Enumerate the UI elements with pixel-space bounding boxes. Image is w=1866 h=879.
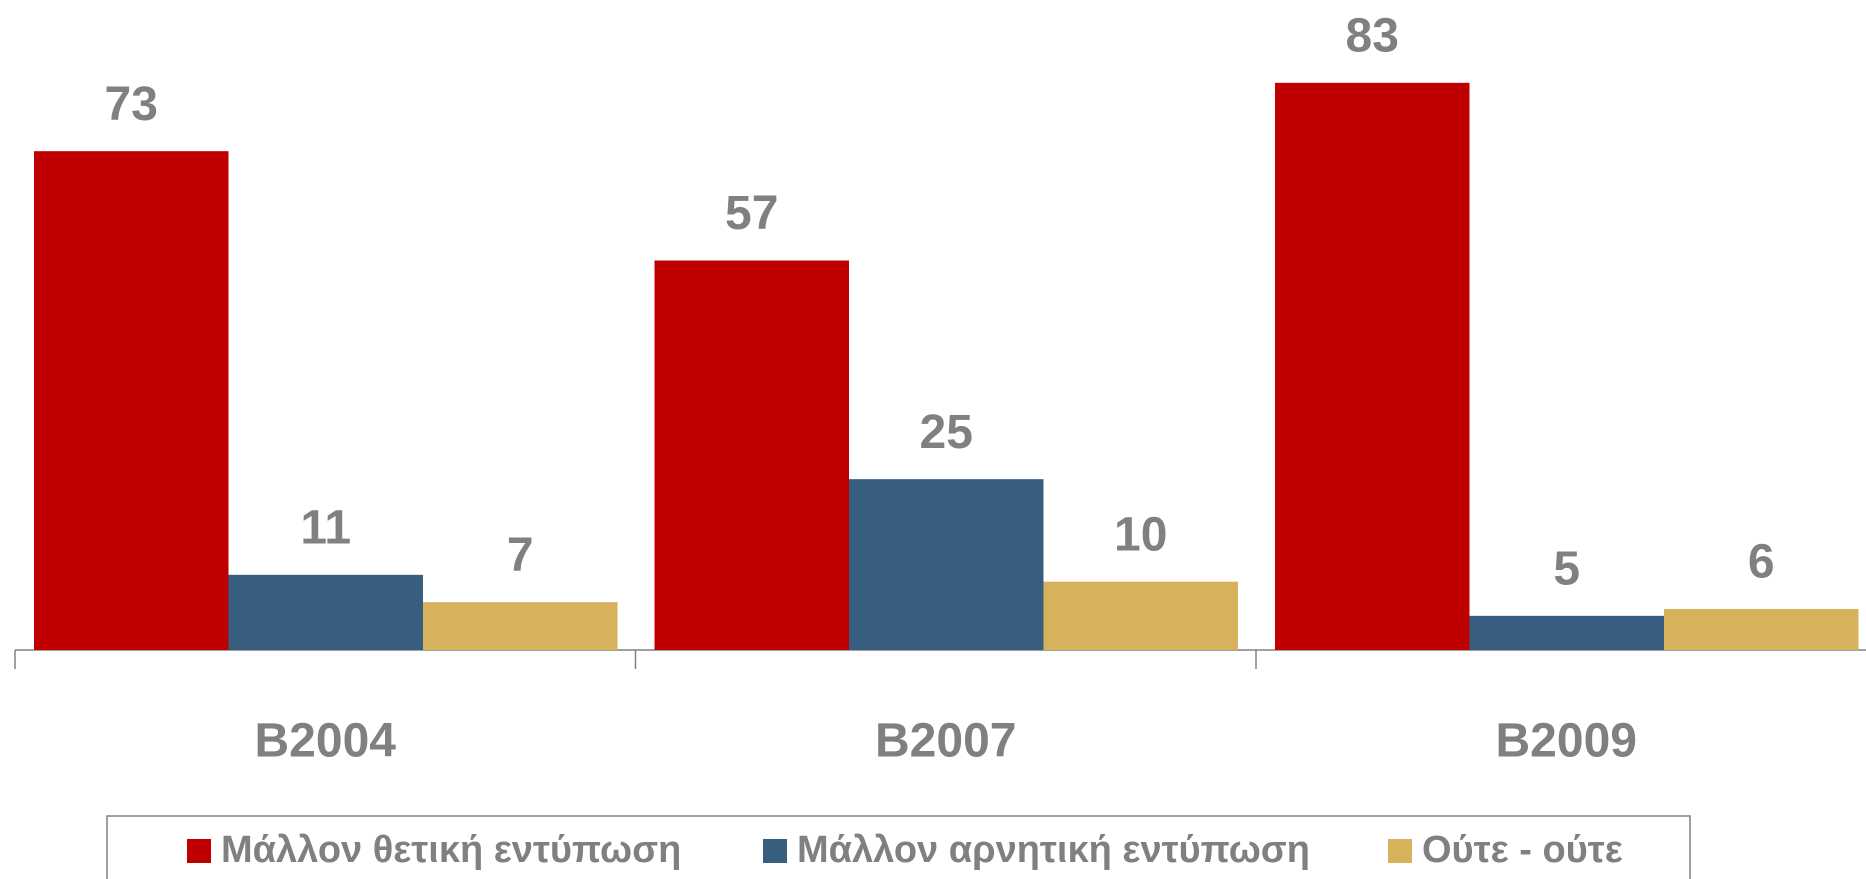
data-label: 73 bbox=[105, 78, 158, 131]
x-tick-label: B2007 bbox=[875, 715, 1016, 768]
x-tick-label: B2004 bbox=[255, 715, 397, 768]
bar bbox=[1275, 82, 1470, 651]
bar bbox=[1469, 615, 1664, 650]
legend-swatch bbox=[187, 839, 211, 863]
bar bbox=[1043, 581, 1238, 650]
legend-label: Μάλλον θετική εντύπωση bbox=[221, 829, 681, 871]
legend-swatch bbox=[763, 839, 787, 863]
legend-label: Μάλλον αρνητική εντύπωση bbox=[797, 829, 1310, 871]
data-label: 6 bbox=[1748, 536, 1775, 589]
data-label: 83 bbox=[1346, 10, 1399, 63]
data-label: 5 bbox=[1553, 543, 1580, 596]
bar bbox=[34, 151, 229, 650]
data-label: 57 bbox=[725, 187, 778, 240]
legend-box bbox=[106, 815, 1691, 879]
bar bbox=[228, 574, 423, 650]
bar bbox=[1664, 609, 1859, 650]
legend-label: Ούτε - ούτε bbox=[1422, 829, 1623, 871]
data-label: 25 bbox=[920, 406, 973, 459]
data-label: 11 bbox=[300, 502, 351, 555]
x-tick-label: B2009 bbox=[1496, 715, 1637, 768]
bar bbox=[849, 479, 1044, 650]
legend-swatch bbox=[1388, 839, 1412, 863]
bar bbox=[654, 260, 849, 650]
data-label: 7 bbox=[507, 529, 534, 582]
data-label: 10 bbox=[1114, 508, 1167, 561]
bar bbox=[423, 602, 618, 650]
